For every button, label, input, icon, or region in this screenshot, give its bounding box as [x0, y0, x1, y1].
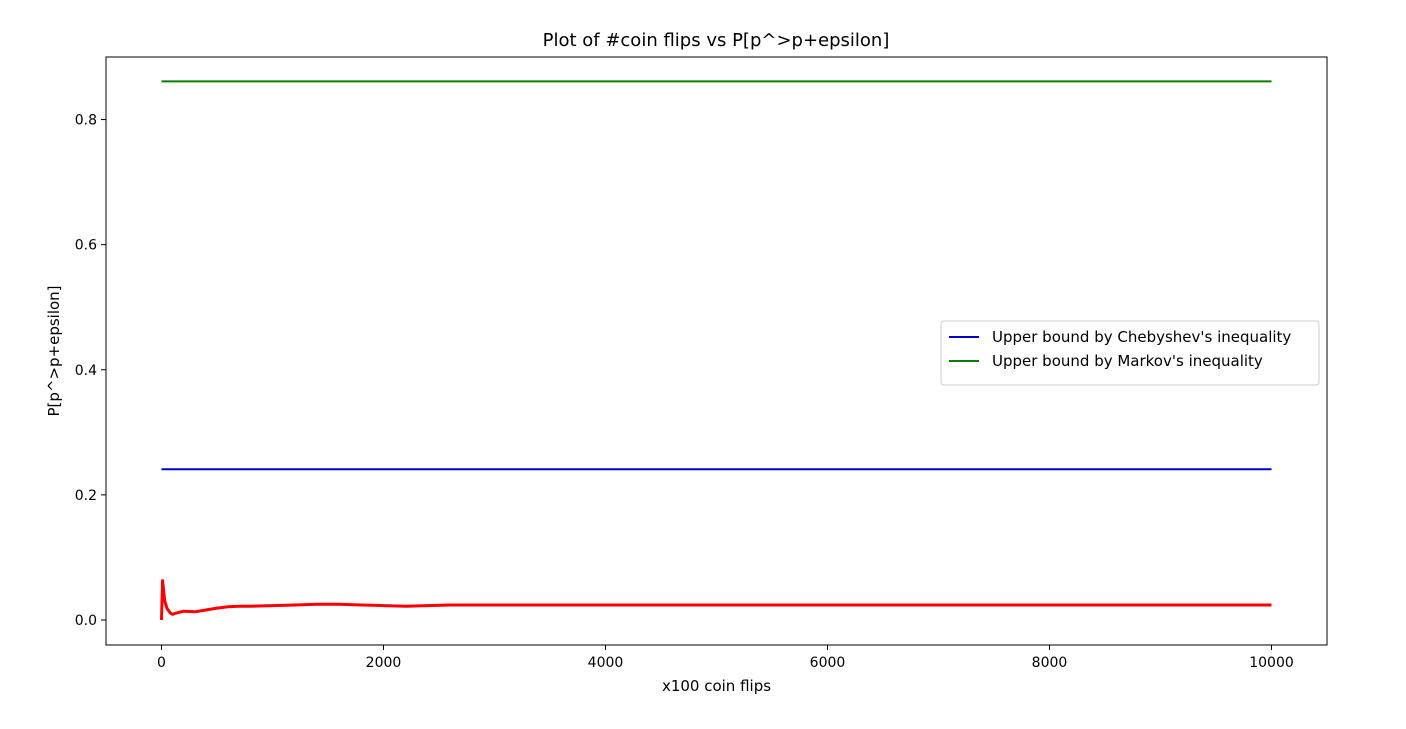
x-tick-label: 8000 — [1032, 655, 1068, 671]
x-tick-label: 6000 — [810, 655, 846, 671]
y-axis-title: P[p^>p+epsilon] — [45, 285, 63, 416]
legend-box — [940, 320, 1320, 386]
x-tick-label: 0 — [157, 655, 166, 671]
legend-label: Upper bound by Markov's inequality — [992, 352, 1263, 370]
legend: Upper bound by Chebyshev's inequality Upp… — [940, 320, 1320, 386]
y-tick-label: 0.8 — [75, 113, 97, 129]
chart-title: Plot of #coin flips vs P[p^>p+epsilon] — [543, 30, 890, 51]
y-tick-label: 0.2 — [75, 488, 97, 504]
y-tick-label: 0.0 — [75, 613, 97, 629]
y-tick-label: 0.6 — [75, 238, 97, 254]
x-tick-label: 2000 — [366, 655, 402, 671]
x-tick-label: 10000 — [1249, 655, 1294, 671]
plot-frame — [105, 56, 1328, 646]
axes: 0 2000 4000 6000 8000 10000 0.0 0.2 0.4 0.6 0.8 — [75, 113, 1294, 671]
x-tick-label: 4000 — [588, 655, 624, 671]
plot-area — [160, 80, 1272, 621]
series-line-estimate — [160, 579, 1272, 621]
legend-label: Upper bound by Chebyshev's inequality — [992, 328, 1291, 346]
y-tick-label: 0.4 — [75, 363, 97, 379]
x-axis-title: x100 coin flips — [662, 677, 771, 695]
